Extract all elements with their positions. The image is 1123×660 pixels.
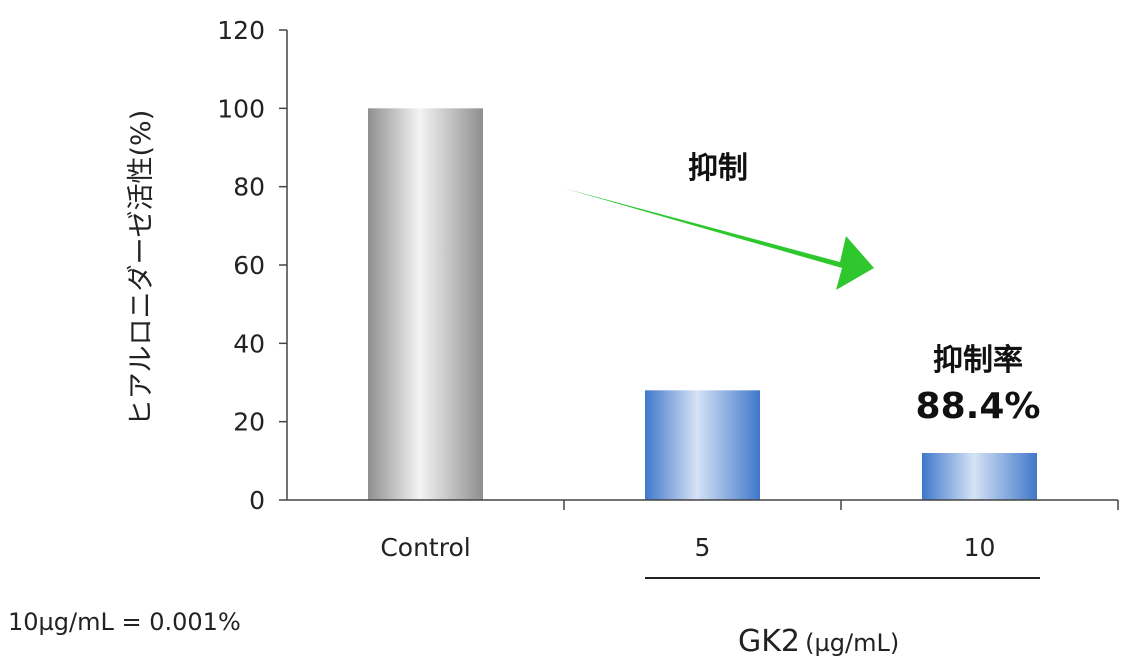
- y-tick-label: 60: [233, 251, 265, 280]
- x-tick-label: Control: [380, 533, 470, 562]
- bar-control: [368, 108, 483, 500]
- arrow-label: 抑制: [688, 151, 748, 186]
- y-axis-label: ヒアルロニダーゼ活性(%): [126, 110, 157, 426]
- inhibition-arrow: [563, 188, 874, 290]
- inhibition-rate-label: 抑制率: [933, 343, 1023, 378]
- group-unit: (µg/mL): [805, 629, 900, 657]
- bar-10: [922, 453, 1037, 500]
- y-tick-label: 40: [233, 329, 265, 358]
- y-tick-label: 80: [233, 173, 265, 202]
- x-tick-label: 5: [695, 533, 711, 562]
- x-group-label: GK2 (µg/mL): [738, 624, 899, 659]
- y-tick-label: 20: [233, 408, 265, 437]
- bar-5: [645, 390, 760, 500]
- footnote: 10µg/mL = 0.001%: [8, 608, 241, 636]
- group-name: GK2: [738, 624, 801, 659]
- y-tick-label: 0: [249, 486, 265, 515]
- y-tick-label: 120: [217, 16, 265, 45]
- inhibition-rate-value: 88.4%: [916, 386, 1041, 427]
- x-tick-label: 10: [964, 533, 996, 562]
- y-tick-label: 100: [217, 94, 265, 123]
